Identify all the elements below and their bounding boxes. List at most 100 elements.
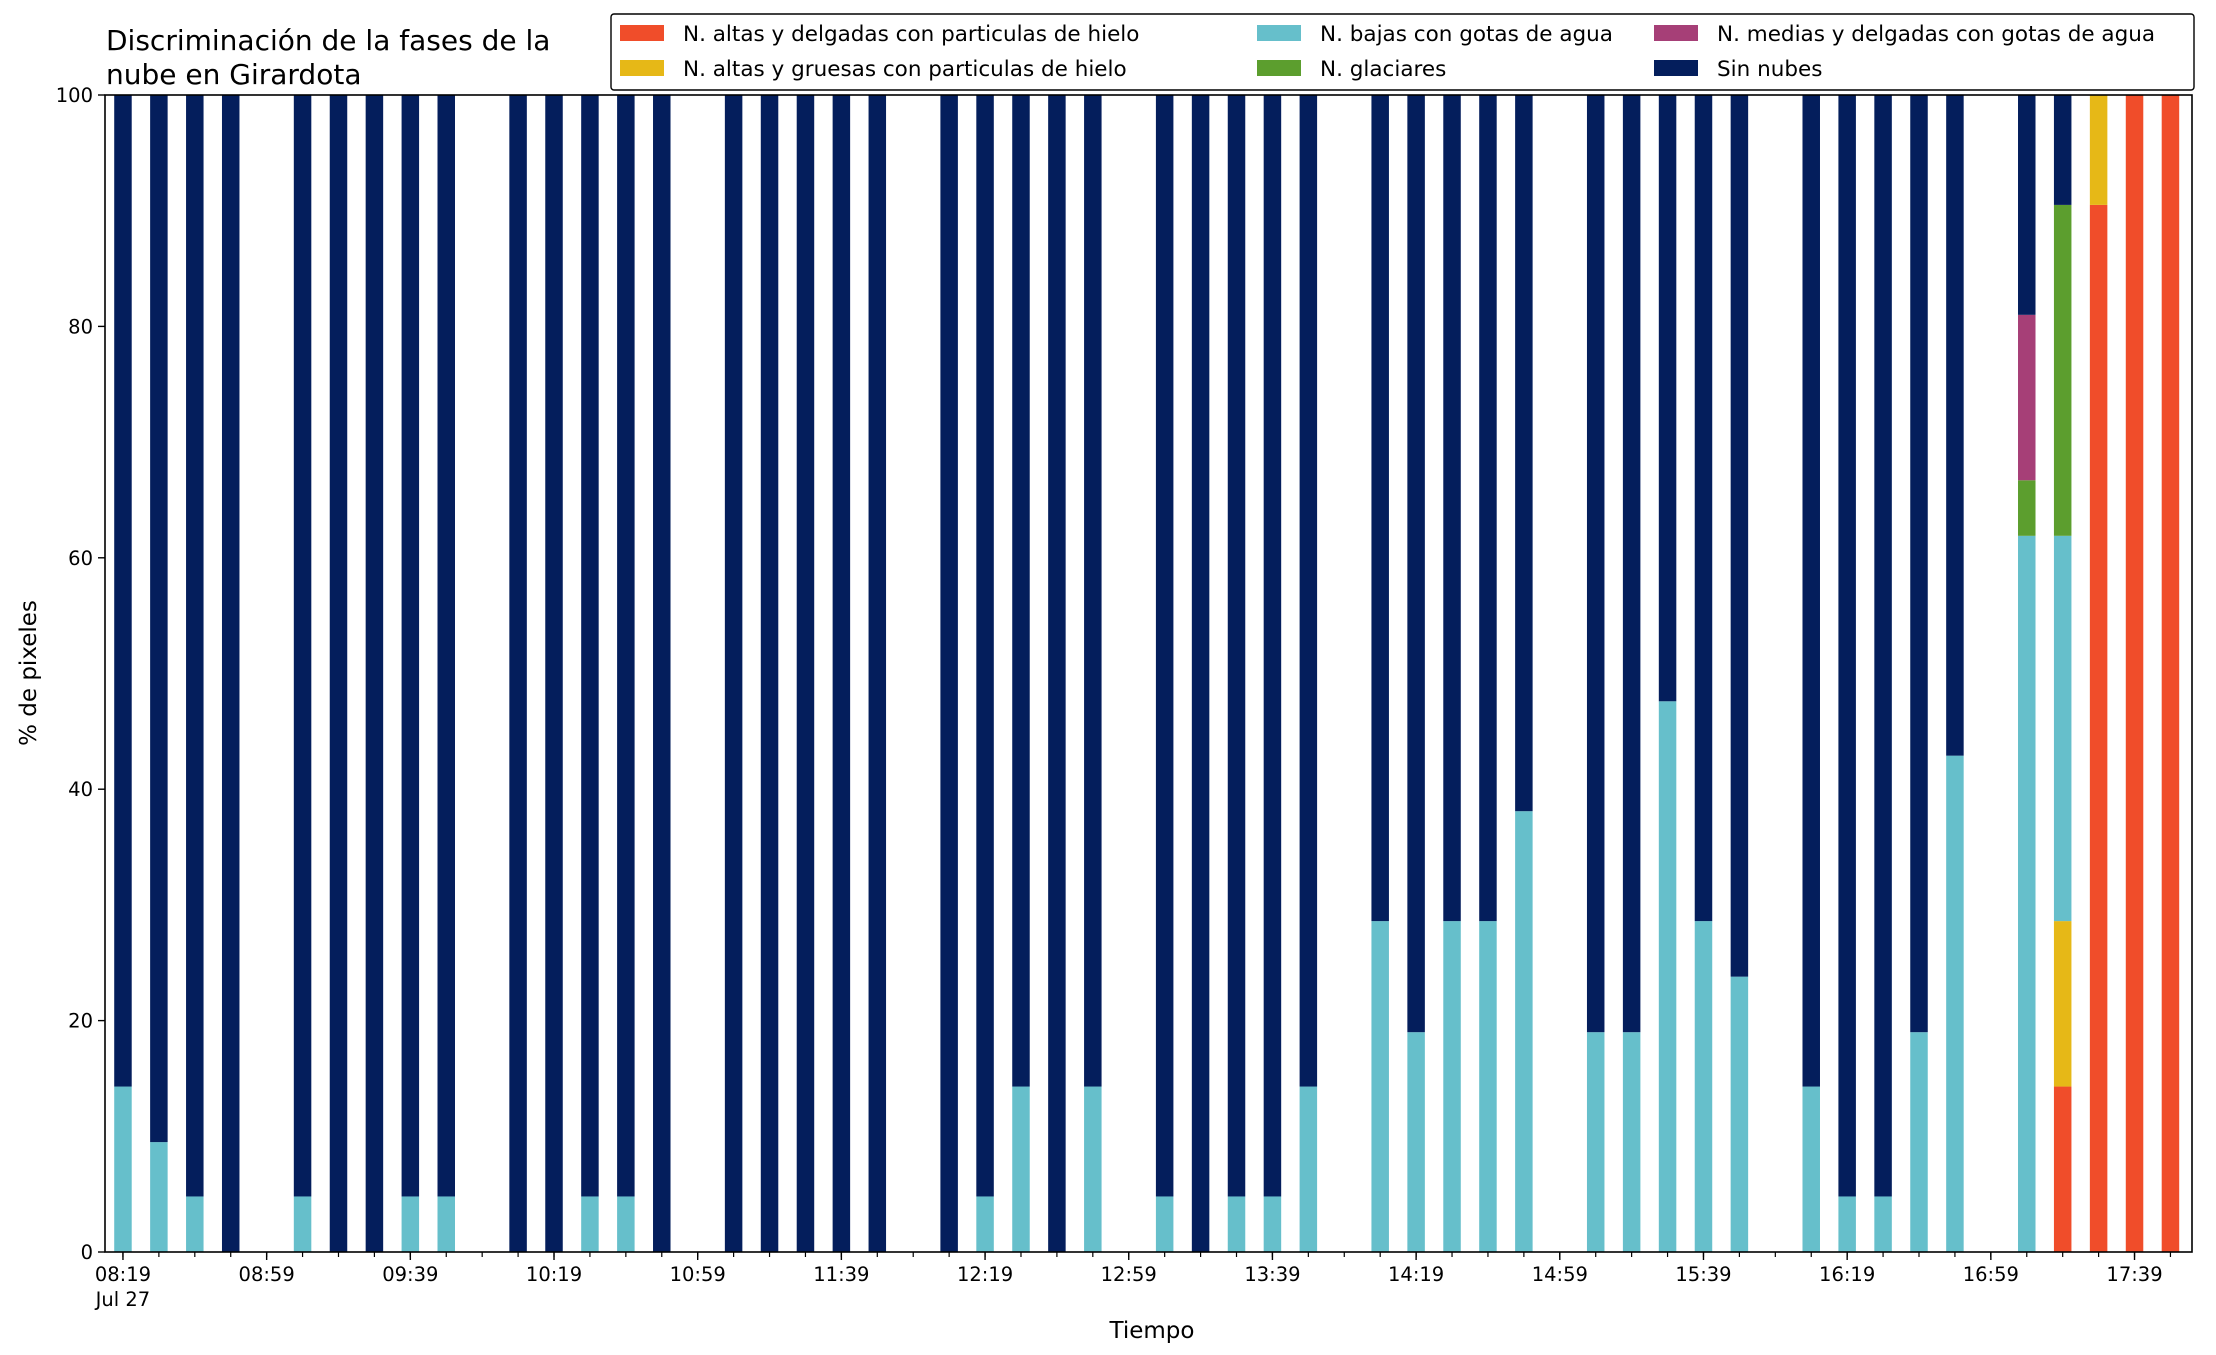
- x-tick-label: 13:39: [1244, 1263, 1300, 1286]
- bar-segment-s5-08:29: [150, 95, 168, 1143]
- bars-layer: [114, 95, 2180, 1252]
- bar-segment-s5-11:19: [760, 95, 779, 1252]
- bar-segment-s5-16:49: [1946, 95, 1964, 756]
- bar-segment-s2-13:09: [1155, 1196, 1174, 1252]
- y-tick-label: 0: [81, 1241, 93, 1264]
- bar-segment-s5-15:19: [1622, 95, 1641, 1033]
- bar-segment-s5-13:29: [1227, 95, 1246, 1197]
- bar-segment-s5-12:09: [940, 95, 958, 1252]
- legend-label: N. altas y delgadas con particulas de hi…: [683, 22, 1139, 47]
- bar-segment-s5-11:39: [832, 95, 851, 1252]
- bar-segment-s5-08:19: [114, 95, 132, 1087]
- bar-segment-s0-17:19: [2053, 1086, 2072, 1252]
- bar-segment-s5-17:19: [2053, 95, 2072, 205]
- bar-segment-s2-08:29: [150, 1142, 168, 1252]
- bar-segment-s5-17:09: [2018, 95, 2036, 315]
- bar-segment-s5-13:39: [1263, 95, 1282, 1197]
- bar-segment-s2-14:49: [1515, 811, 1533, 1252]
- y-tick-label: 40: [68, 778, 93, 801]
- chart-title-line-1: Discriminación de la fases de la: [106, 24, 550, 57]
- bar-segment-s5-09:19: [329, 95, 348, 1252]
- bar-segment-s2-16:09: [1802, 1086, 1820, 1252]
- y-tick-label: 80: [68, 315, 93, 338]
- legend-swatch: [1257, 60, 1301, 76]
- bar-segment-s2-14:39: [1479, 921, 1497, 1252]
- bar-segment-s5-15:29: [1658, 95, 1677, 702]
- bar-segment-s2-17:09: [2018, 535, 2036, 1252]
- legend-label: Sin nubes: [1717, 57, 1822, 82]
- y-tick-label: 60: [68, 547, 93, 570]
- bar-segment-s5-10:09: [509, 95, 527, 1252]
- bar-segment-s0-17:49: [2161, 95, 2180, 1252]
- legend-swatch: [1257, 25, 1301, 41]
- bar-segment-s5-10:29: [581, 95, 599, 1197]
- bar-segment-s5-11:29: [796, 95, 815, 1252]
- bar-segment-s5-14:19: [1407, 95, 1425, 1033]
- x-tick-label: 12:59: [1101, 1263, 1157, 1286]
- bar-segment-s2-12:49: [1084, 1086, 1102, 1252]
- x-tick-label: 08:19: [95, 1263, 151, 1286]
- x-tick-label: 14:19: [1388, 1263, 1444, 1286]
- bar-segment-s1-17:19: [2053, 921, 2072, 1087]
- y-tick-label: 100: [56, 84, 93, 107]
- bar-segment-s2-09:39: [401, 1196, 420, 1252]
- bar-segment-s2-14:29: [1443, 921, 1461, 1252]
- bar-segment-s0-17:29: [2089, 204, 2108, 1252]
- bar-segment-s5-13:19: [1191, 95, 1210, 1252]
- bar-segment-s2-13:39: [1263, 1196, 1282, 1252]
- bar-segment-s5-16:29: [1874, 95, 1892, 1197]
- bar-segment-s5-10:49: [653, 95, 671, 1252]
- bar-segment-s5-12:39: [1048, 95, 1066, 1252]
- bar-segment-s2-15:19: [1622, 1032, 1641, 1252]
- bar-segment-s5-12:49: [1084, 95, 1102, 1087]
- x-tick-label: 09:39: [382, 1263, 438, 1286]
- legend-frame: [610, 13, 2195, 91]
- bar-segment-s2-12:19: [976, 1196, 994, 1252]
- bar-segment-s0-17:39: [2125, 95, 2144, 1252]
- legend-swatch: [620, 60, 664, 76]
- bar-segment-s5-11:49: [868, 95, 887, 1252]
- bar-segment-s2-12:29: [1012, 1086, 1030, 1252]
- legend-label: N. medias y delgadas con gotas de agua: [1717, 22, 2155, 47]
- bar-segment-s3-17:19: [2053, 204, 2072, 536]
- legend-swatch: [1654, 60, 1698, 76]
- bar-segment-s5-12:19: [976, 95, 994, 1197]
- legend: N. altas y delgadas con particulas de hi…: [610, 13, 2195, 91]
- bar-segment-s5-14:49: [1515, 95, 1533, 812]
- bar-segment-s2-14:19: [1407, 1032, 1425, 1252]
- legend-swatch: [1654, 25, 1698, 41]
- bar-segment-s5-16:09: [1802, 95, 1820, 1087]
- x-tick-label: 11:39: [813, 1263, 869, 1286]
- bar-segment-s5-16:19: [1838, 95, 1856, 1197]
- bar-segment-s2-14:09: [1371, 921, 1389, 1252]
- x-tick-label: 14:59: [1532, 1263, 1588, 1286]
- y-tick-label: 20: [68, 1010, 93, 1033]
- bar-segment-s2-13:29: [1227, 1196, 1246, 1252]
- bar-segment-s2-15:09: [1586, 1032, 1605, 1252]
- bar-segment-s2-13:49: [1299, 1086, 1318, 1252]
- bar-segment-s2-16:39: [1910, 1032, 1928, 1252]
- x-tick-label: 10:19: [526, 1263, 582, 1286]
- bar-segment-s2-16:29: [1874, 1196, 1892, 1252]
- bar-segment-s5-16:39: [1910, 95, 1928, 1033]
- bar-segment-s2-15:49: [1730, 976, 1749, 1252]
- y-axis: 0 20 40 60 80 100: [56, 84, 105, 1264]
- bar-segment-s2-15:39: [1694, 921, 1713, 1252]
- x-tick-label: 10:59: [670, 1263, 726, 1286]
- bar-segment-s5-08:39: [186, 95, 204, 1197]
- x-tick-sublabel: Jul 27: [94, 1288, 151, 1311]
- bar-segment-s5-10:19: [545, 95, 563, 1252]
- x-tick-label: 08:59: [239, 1263, 295, 1286]
- x-tick-label: 15:39: [1675, 1263, 1731, 1286]
- bar-segment-s2-08:39: [186, 1196, 204, 1252]
- bar-segment-s5-09:29: [365, 95, 384, 1252]
- bar-segment-s2-09:09: [293, 1196, 312, 1252]
- bar-segment-s1-17:29: [2089, 95, 2108, 205]
- bar-segment-s2-16:19: [1838, 1196, 1856, 1252]
- bar-segment-s5-15:39: [1694, 95, 1713, 922]
- x-tick-label: 12:19: [957, 1263, 1013, 1286]
- plot-frame: [104, 94, 2193, 1253]
- bar-segment-s5-13:09: [1155, 95, 1174, 1197]
